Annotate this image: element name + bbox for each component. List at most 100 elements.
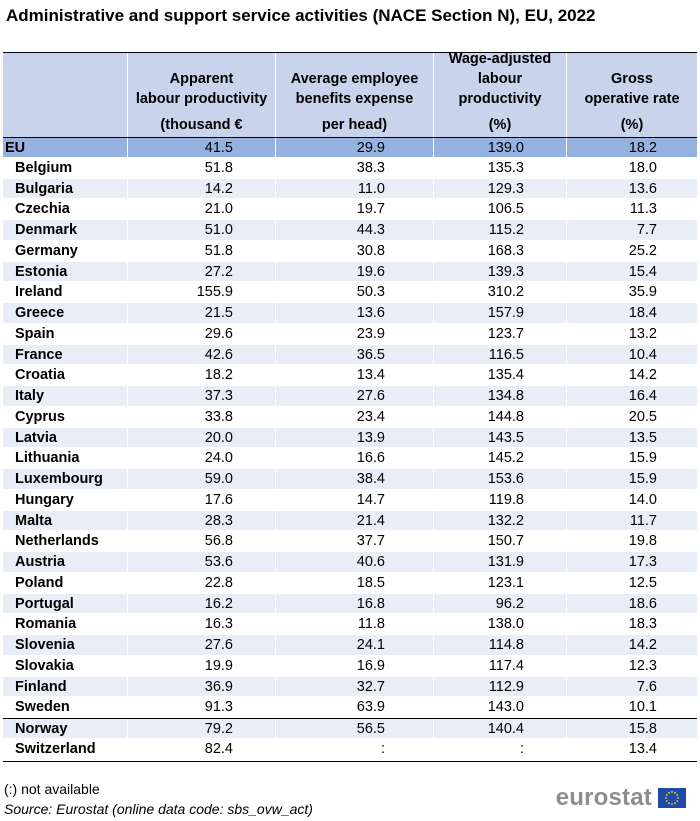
table-row: Finland 36.9 32.7 112.9 7.6 (3, 676, 697, 698)
table-cell: 35.9 (566, 282, 697, 302)
table-cell: 19.8 (566, 531, 697, 551)
table-cell: 23.9 (275, 323, 433, 344)
table-cell: 145.2 (433, 448, 566, 468)
table-cell: 36.9 (127, 676, 275, 697)
table-cell: 16.2 (127, 593, 275, 614)
column-header-wage-adjusted-labour-productivity: Wage-adjusted labour productivity (%) (433, 51, 566, 137)
table-cell: 21.0 (127, 199, 275, 219)
table-cell: 106.5 (433, 199, 566, 219)
table-cell: 40.6 (275, 552, 433, 572)
table-cell: 23.4 (275, 406, 433, 427)
table-cell: 38.4 (275, 469, 433, 489)
table-cell: 153.6 (433, 469, 566, 489)
table-cell: 15.9 (566, 448, 697, 468)
table-cell: 13.5 (566, 427, 697, 448)
table-cell: 16.8 (275, 593, 433, 614)
row-label: Estonia (15, 263, 68, 280)
table-cell: 19.7 (275, 199, 433, 219)
row-label: Greece (15, 305, 65, 321)
table-cell: 25.2 (566, 240, 697, 261)
table-row: Switzerland 82.4::13.4 (3, 738, 697, 760)
table-cell: 7.6 (566, 676, 697, 697)
table-row: Poland 22.8 18.5 123.1 12.5 (3, 572, 697, 594)
table-cell: 27.6 (275, 386, 433, 406)
row-label: Italy (15, 388, 45, 404)
table-cell: 53.6 (127, 552, 275, 572)
table-cell: 32.7 (275, 676, 433, 697)
table-cell: 29.9 (275, 138, 433, 157)
column-header-unit: (%) (620, 117, 644, 133)
table-cell: 138.0 (433, 614, 566, 634)
table-cell: 96.2 (433, 593, 566, 614)
table-cell: 82.4 (127, 738, 275, 759)
table-cell: 38.3 (275, 157, 433, 178)
table-cell: 16.6 (275, 448, 433, 468)
table-cell: 91.3 (127, 697, 275, 717)
row-label: Cyprus (15, 408, 65, 425)
table-cell: 17.6 (127, 489, 275, 510)
column-header-label: Gross operative rate (584, 71, 680, 107)
flag-star (674, 791, 676, 794)
row-label: Portugal (15, 595, 74, 612)
table-cell: 51.8 (127, 157, 275, 178)
flag-star (676, 794, 679, 796)
table-row: Denmark 51.0 44.3 115.2 7.7 (3, 220, 697, 241)
table-cell: 63.9 (275, 697, 433, 717)
table-cell: 15.9 (566, 469, 697, 489)
table-row: Malta 28.3 21.4 132.2 11.7 (3, 510, 697, 532)
table-cell: 150.7 (433, 531, 566, 551)
table-row: Cyprus 33.8 23.4 144.8 20.5 (3, 406, 697, 428)
table-cell: 7.7 (566, 220, 697, 240)
table-row: Latvia 20.0 13.9 143.5 13.5 (3, 427, 697, 449)
table-cell: 37.7 (275, 531, 433, 551)
table-cell: 10.4 (566, 344, 697, 365)
table-cell: 24.1 (275, 635, 433, 655)
table-cell: 27.2 (127, 261, 275, 282)
table-cell: 56.5 (275, 719, 433, 738)
table-bottom-rule (3, 760, 697, 762)
flag-star (671, 791, 673, 793)
row-label: Hungary (15, 491, 74, 508)
table-cell: 129.3 (433, 178, 566, 199)
table-row: Bulgaria 14.2 11.0 129.3 13.6 (3, 178, 697, 200)
table-cell: 11.0 (275, 178, 433, 199)
table-row: France 42.6 36.5 116.5 10.4 (3, 344, 697, 366)
table-cell: 10.1 (566, 697, 697, 717)
table-row: Portugal 16.2 16.8 96.2 18.6 (3, 593, 697, 615)
table-row: Croatia 18.2 13.4 135.4 14.2 (3, 365, 697, 386)
column-header-label: Apparent labour productivity (135, 71, 268, 107)
table-cell: 24.0 (127, 448, 275, 468)
flag-star (665, 794, 668, 796)
table-cell: 13.4 (566, 738, 697, 759)
table-cell: 14.2 (566, 365, 697, 385)
row-label: Switzerland (15, 740, 96, 757)
table-cell: 155.9 (127, 282, 275, 302)
table-cell: 144.8 (433, 406, 566, 427)
table-cell: 139.0 (433, 138, 566, 157)
table-cell: 41.5 (127, 138, 275, 157)
flag-star (665, 800, 668, 802)
table-cell: 50.3 (275, 282, 433, 302)
table-cell: 18.6 (566, 593, 697, 614)
table-row: Belgium 51.8 38.3 135.3 18.0 (3, 157, 697, 179)
table-row: Lithuania 24.0 16.6 145.2 15.9 (3, 448, 697, 469)
row-label: Lithuania (15, 450, 80, 467)
row-label: Finland (15, 678, 67, 695)
table-cell: 21.5 (127, 303, 275, 323)
table-cell: 20.5 (566, 406, 697, 427)
table-cell: 168.3 (433, 240, 566, 261)
table-cell: 116.5 (433, 344, 566, 365)
table-cell: 37.3 (127, 386, 275, 406)
table-cell: 19.6 (275, 261, 433, 282)
table-cell: 134.8 (433, 386, 566, 406)
table-cell: 11.7 (566, 510, 697, 531)
flag-star (671, 803, 673, 805)
table-cell: 140.4 (433, 719, 566, 738)
table-cell: 17.3 (566, 552, 697, 572)
row-label: EU (5, 140, 26, 156)
table-cell: 79.2 (127, 719, 275, 738)
data-table: Apparent labour productivity (thousand €… (3, 51, 697, 760)
table-cell: 11.8 (275, 614, 433, 634)
table-cell: 30.8 (275, 240, 433, 261)
row-label: Norway (15, 721, 68, 737)
